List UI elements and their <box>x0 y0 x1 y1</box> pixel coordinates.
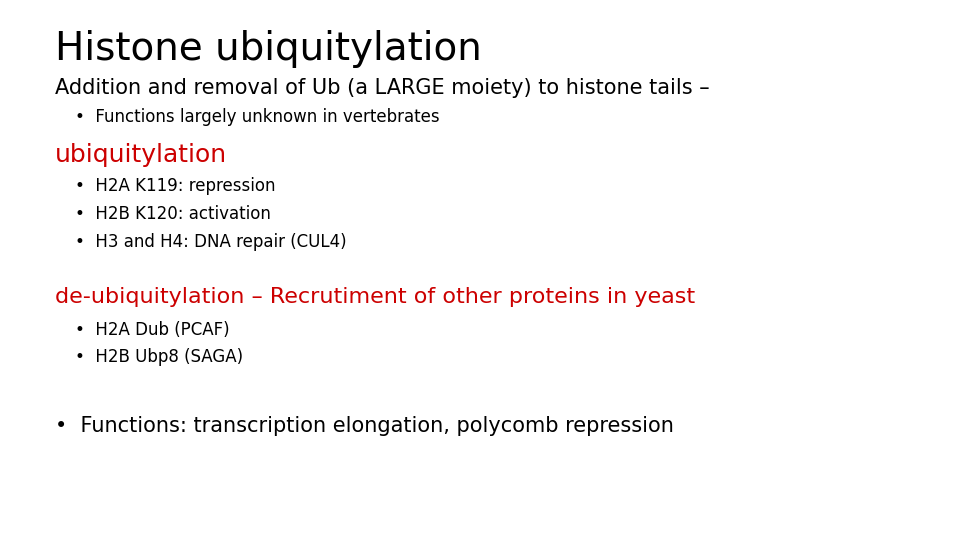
Text: •  H2A K119: repression: • H2A K119: repression <box>75 177 276 195</box>
Text: •  H2B K120: activation: • H2B K120: activation <box>75 205 271 223</box>
Text: de-ubiquitylation – Recrutiment of other proteins in yeast: de-ubiquitylation – Recrutiment of other… <box>55 287 695 307</box>
Text: •  Functions largely unknown in vertebrates: • Functions largely unknown in vertebrat… <box>75 108 440 126</box>
Text: •  H2A Dub (PCAF): • H2A Dub (PCAF) <box>75 321 229 339</box>
Text: ubiquitylation: ubiquitylation <box>55 143 227 167</box>
Text: Addition and removal of Ub (a LARGE moiety) to histone tails –: Addition and removal of Ub (a LARGE moie… <box>55 78 709 98</box>
Text: Histone ubiquitylation: Histone ubiquitylation <box>55 30 482 68</box>
Text: •  H2B Ubp8 (SAGA): • H2B Ubp8 (SAGA) <box>75 348 243 366</box>
Text: •  H3 and H4: DNA repair (CUL4): • H3 and H4: DNA repair (CUL4) <box>75 233 347 251</box>
Text: •  Functions: transcription elongation, polycomb repression: • Functions: transcription elongation, p… <box>55 416 674 436</box>
